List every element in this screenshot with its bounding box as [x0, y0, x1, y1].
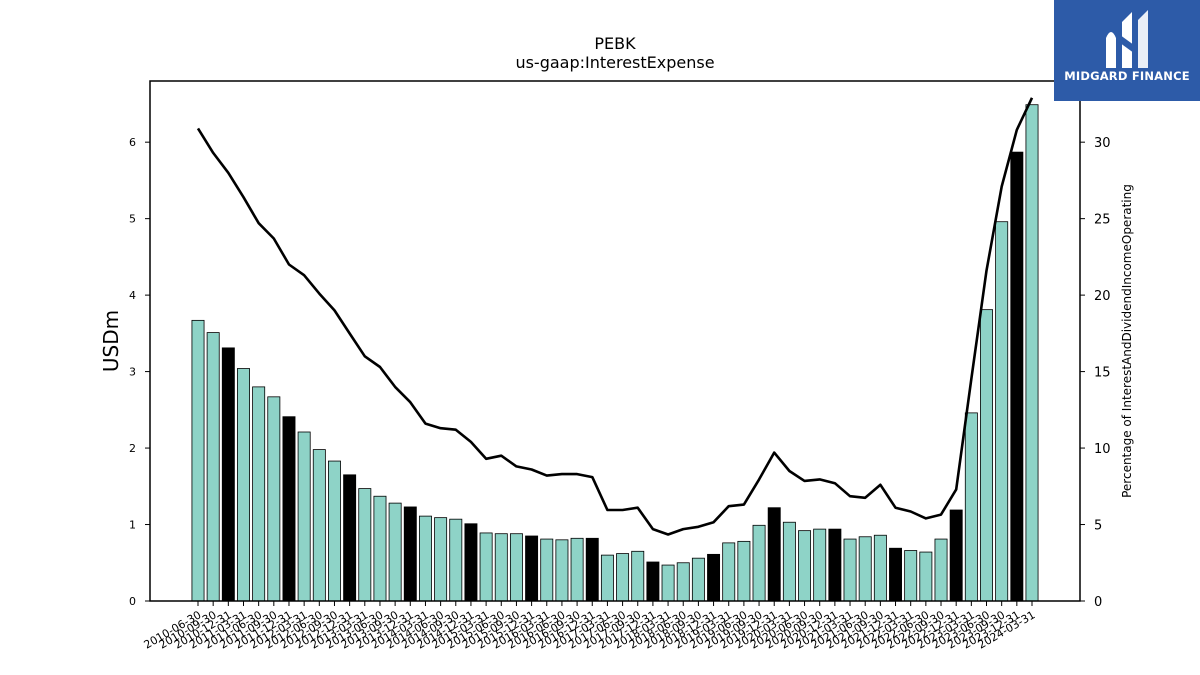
bar-2022-03-31 [904, 550, 918, 602]
bar-2012-03-31 [297, 431, 311, 602]
bar-2015-12-31 [525, 535, 539, 602]
y2-tick-label: 20 [1094, 289, 1111, 304]
y-axis-label: USDm [99, 310, 123, 372]
bar-2019-03-31 [722, 542, 736, 602]
chart-title: PEBK [594, 34, 636, 53]
bar-2017-06-30 [616, 553, 630, 602]
percentage-line [196, 97, 1034, 536]
y-tick-label: 4 [129, 289, 136, 302]
y-tick-label: 5 [129, 213, 136, 226]
y-tick-label: 2 [129, 442, 136, 455]
line-layer [196, 97, 1034, 536]
bar-2013-06-30 [373, 495, 387, 602]
bar-2018-12-31 [707, 553, 721, 602]
bar-2015-06-30 [494, 533, 508, 602]
bar-2021-12-31 [889, 547, 902, 602]
bar-2011-09-30 [267, 396, 281, 602]
bar-2011-03-31 [237, 368, 250, 602]
logo-mark-icon [1106, 10, 1148, 68]
bar-2020-12-31 [828, 528, 842, 602]
chart-subtitle: us-gaap:InterestExpense [515, 53, 714, 72]
bar-2014-06-30 [434, 517, 448, 602]
bar-2019-09-30 [752, 524, 766, 602]
y2-tick-label: 30 [1094, 136, 1111, 151]
bar-2014-03-31 [418, 515, 432, 602]
bar-2022-06-30 [919, 551, 933, 602]
bar-2017-09-30 [631, 550, 645, 602]
bar-2020-09-30 [813, 528, 827, 602]
y2-tick-label: 5 [1094, 519, 1102, 534]
bar-2023-12-31 [1010, 151, 1024, 602]
bar-2018-06-30 [676, 562, 690, 602]
y2-tick-label: 0 [1094, 595, 1102, 610]
y-tick-label: 6 [129, 136, 136, 149]
bar-2017-03-31 [600, 554, 614, 602]
y-tick-label: 1 [129, 519, 136, 532]
y2-tick-label: 15 [1094, 366, 1111, 381]
bar-2012-06-30 [312, 449, 326, 602]
bar-2015-03-31 [479, 532, 493, 602]
bar-2014-12-31 [464, 523, 478, 602]
y2-tick-label: 25 [1094, 213, 1111, 228]
bar-2018-09-30 [691, 557, 705, 602]
bar-2016-12-31 [585, 537, 599, 602]
bar-2018-03-31 [661, 564, 675, 602]
bar-2015-09-30 [509, 533, 523, 602]
bar-2023-03-31 [964, 412, 978, 602]
y-tick-label: 3 [129, 366, 136, 379]
bar-2022-09-30 [934, 538, 948, 602]
bar-2010-06-30 [191, 319, 205, 602]
brand-logo: MIDGARD FINANCE [1054, 0, 1200, 101]
bar-2021-09-30 [873, 534, 887, 602]
plot-frame [149, 80, 1081, 602]
y-tick-label: 0 [129, 595, 136, 608]
bar-2016-09-30 [570, 537, 584, 602]
bar-2022-12-31 [949, 509, 963, 602]
bar-2013-12-31 [403, 506, 417, 602]
bar-2013-03-31 [358, 488, 372, 602]
x-axis: 2010-06-302010-09-302010-12-312011-03-31… [142, 601, 1038, 652]
bar-2021-03-31 [843, 538, 857, 602]
brand-name: MIDGARD FINANCE [1064, 69, 1190, 83]
bar-2013-09-30 [388, 502, 402, 602]
bar-2023-09-30 [995, 221, 1009, 602]
bar-2012-12-31 [343, 474, 357, 602]
bar-2017-12-31 [646, 561, 660, 602]
bar-2020-06-30 [798, 530, 812, 602]
bar-2024-03-31 [1025, 104, 1039, 602]
bars-group [191, 104, 1039, 602]
bar-2010-09-30 [206, 332, 220, 602]
bar-2019-06-30 [737, 540, 751, 602]
bar-2020-03-31 [782, 521, 796, 602]
bar-2016-03-31 [540, 538, 554, 602]
bar-2019-12-31 [767, 507, 781, 602]
bar-2014-09-30 [449, 518, 463, 602]
bar-2011-12-31 [282, 416, 296, 602]
bar-2023-06-30 [980, 309, 993, 602]
bar-2010-12-31 [221, 347, 235, 602]
left-y-axis: 0 1 2 3 4 5 6 [129, 136, 150, 608]
bar-2016-06-30 [555, 539, 569, 602]
bar-2021-06-30 [858, 536, 872, 602]
bar-2012-09-30 [328, 460, 341, 602]
right-y-axis: 0 5 10 15 20 25 30 [1080, 136, 1111, 610]
y2-tick-label: 10 [1094, 442, 1111, 457]
bar-2011-06-30 [252, 386, 266, 602]
y2-axis-label: Percentage of InterestAndDividendIncomeO… [1120, 184, 1134, 498]
